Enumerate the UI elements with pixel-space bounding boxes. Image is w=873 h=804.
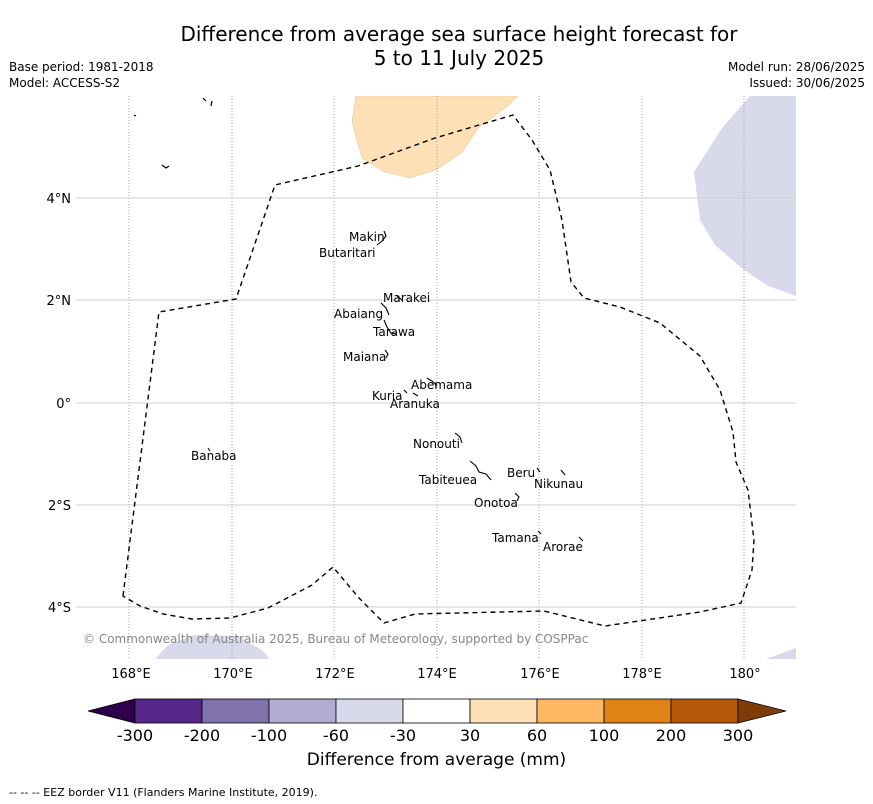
colorbar-segment	[670, 698, 739, 724]
colorbar-label: Difference from average (mm)	[306, 750, 567, 770]
lat-label: 0°	[56, 397, 71, 412]
island-label: Tarawa	[372, 325, 415, 339]
negative-anomaly-region-south	[155, 635, 270, 659]
negative-anomaly-region-east	[694, 96, 796, 296]
island-label: Banaba	[191, 449, 237, 463]
island-label: Nikunau	[534, 477, 583, 491]
lat-gridlines	[76, 197, 796, 608]
lon-label: 174°E	[417, 667, 457, 682]
lon-label: 176°E	[520, 667, 560, 682]
island-label: Marakei	[383, 291, 430, 305]
island-label: Beru	[507, 466, 535, 480]
colorbar-tick-label: 60	[527, 726, 547, 745]
lon-label: 172°E	[315, 667, 355, 682]
colorbar-tick-label: -30	[390, 726, 416, 745]
island-label: Abemama	[411, 378, 472, 392]
colorbar-segment	[536, 698, 605, 724]
island-label: Tamana	[491, 531, 539, 545]
island-label: Abaiang	[334, 307, 383, 321]
colorbar-tick-label: 30	[460, 726, 480, 745]
model-run: Model run: 28/06/2025	[727, 60, 865, 74]
island-label: Arorae	[543, 540, 583, 554]
island-labels: Makin Butaritari Marakei Abaiang Tarawa …	[191, 230, 583, 554]
island-label: Makin	[349, 230, 385, 244]
island-label: Nonouti	[413, 437, 460, 451]
map-background	[76, 96, 796, 659]
colorbar-tick-label: -60	[323, 726, 349, 745]
positive-anomaly-region	[351, 96, 519, 179]
colorbar-segment	[469, 698, 538, 724]
lon-gridlines	[128, 96, 745, 659]
colorbar-segment	[201, 698, 270, 724]
island-label: Onotoa	[474, 496, 518, 510]
lat-label: 4°N	[47, 192, 72, 207]
island-label: Tabiteuea	[418, 473, 477, 487]
title-line-2: 5 to 11 July 2025	[373, 46, 545, 70]
colorbar-segment	[603, 698, 672, 724]
meta-right: Model run: 28/06/2025 Issued: 30/06/2025	[728, 59, 865, 91]
lat-label: 4°S	[48, 601, 71, 616]
map-title: Difference from average sea surface heig…	[0, 22, 873, 70]
colorbar-tick-label: 100	[589, 726, 620, 745]
negative-anomaly-region-southeast	[766, 648, 796, 659]
lat-label: 2°S	[48, 499, 71, 514]
map-area: Makin Butaritari Marakei Abaiang Tarawa …	[76, 96, 796, 659]
colorbar-extend-min	[87, 698, 136, 724]
colorbar-tick-label: 200	[656, 726, 687, 745]
colorbar-extend-max	[737, 698, 787, 724]
land-fragments	[133, 97, 213, 169]
lon-labels: 168°E 170°E 172°E 174°E 176°E 178°E 180°	[111, 667, 760, 682]
model-name: Model: ACCESS-S2	[9, 76, 121, 90]
colorbar: -300 -200 -100 -60 -30 30 60 100 200 300	[87, 698, 787, 745]
title-line-1: Difference from average sea surface heig…	[180, 22, 738, 46]
issued-date: Issued: 30/06/2025	[749, 76, 865, 90]
colorbar-segment	[268, 698, 337, 724]
island-label: Aranuka	[390, 397, 440, 411]
colorbar-tick-label: -200	[184, 726, 220, 745]
colorbar-segment	[335, 698, 404, 724]
lon-label: 170°E	[213, 667, 253, 682]
colorbar-segment	[134, 698, 203, 724]
lat-labels: 4°N 2°N 0° 2°S 4°S	[47, 192, 72, 616]
colorbar-tick-label: -100	[251, 726, 287, 745]
island-label: Butaritari	[319, 246, 376, 260]
lon-label: 168°E	[111, 667, 151, 682]
island-label: Maiana	[343, 350, 386, 364]
eez-footnote: -- -- -- EEZ border V11 (Flanders Marine…	[9, 786, 318, 799]
atoll-outlines	[207, 230, 584, 542]
base-period: Base period: 1981-2018	[9, 60, 154, 74]
island-label: Kuria	[372, 389, 403, 403]
colorbar-tick-label: 300	[723, 726, 754, 745]
colorbar-tick-label: -300	[117, 726, 153, 745]
lat-label: 2°N	[47, 294, 72, 309]
copyright-notice: © Commonwealth of Australia 2025, Bureau…	[83, 632, 589, 646]
lon-label: 180°	[729, 667, 760, 682]
meta-left: Base period: 1981-2018 Model: ACCESS-S2	[9, 59, 154, 91]
lon-label: 178°E	[622, 667, 662, 682]
colorbar-segment	[402, 698, 471, 724]
